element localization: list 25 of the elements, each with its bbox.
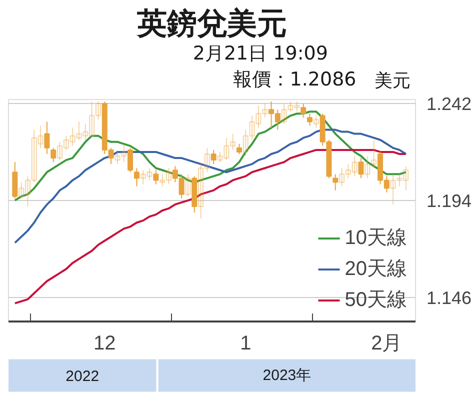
y-axis-title: 美元 [374,70,410,90]
legend-label: 10天線 [344,226,407,251]
y-tick-label: 1.242 [426,94,472,114]
text: 2023年 [262,367,312,384]
candlestick [236,143,242,154]
candlestick [307,113,312,126]
x-tick-label: 12 [94,332,116,354]
candlestick [134,168,140,187]
candlestick [50,147,56,163]
candlestick [332,174,338,191]
candlestick [128,147,134,173]
legend-label: 20天線 [344,257,407,282]
candlestick [210,149,216,165]
candlestick [153,170,159,185]
candlestick [44,121,50,154]
text: 報價：1.2086 [232,68,356,90]
y-tick-label: 1.146 [426,288,472,308]
x-tick-label: 2月 [371,332,402,354]
legend-label: 50天線 [344,288,407,313]
candlestick [300,103,306,118]
candlestick [358,158,364,179]
text: 2022 [66,368,100,385]
y-tick-label: 1.194 [426,190,472,211]
x-tick-label: 1 [240,332,252,354]
chart-title: 英鎊兌美元 [136,6,287,40]
